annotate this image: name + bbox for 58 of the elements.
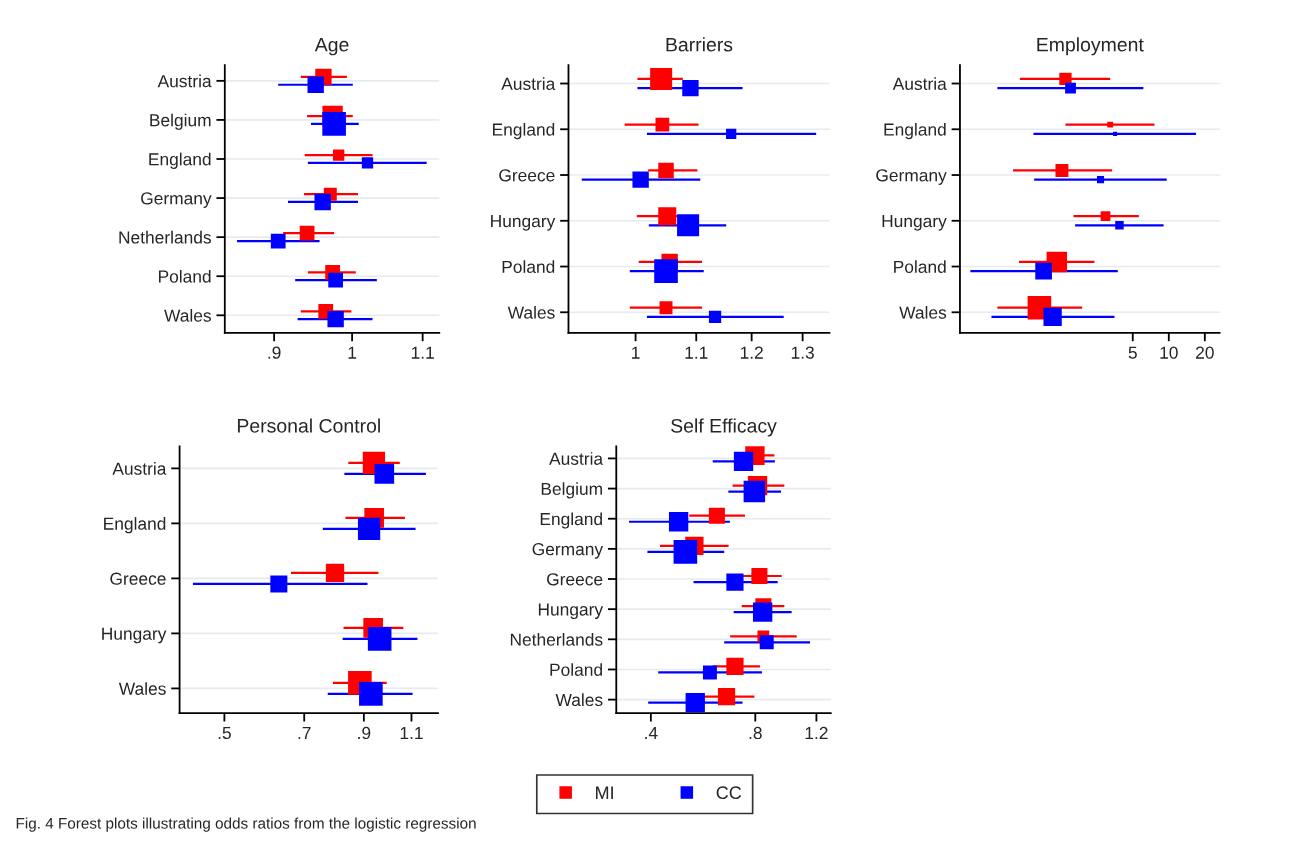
x-tick-label: 1.2 <box>805 726 828 739</box>
x-tick-label: 20 <box>1196 346 1214 359</box>
x-tick-label: .4 <box>645 727 658 739</box>
y-tick-label: Greece <box>110 572 166 585</box>
y-tick-label: Austria <box>501 77 556 90</box>
x-tick-label: 1.1 <box>685 346 708 359</box>
y-tick-label: Belgium <box>541 482 602 499</box>
y-tick-label: Belgium <box>150 113 211 130</box>
y-tick-label: Germany <box>141 192 212 208</box>
x-tick-label: .7 <box>298 727 311 739</box>
y-tick-label: Wales <box>899 305 947 319</box>
y-tick-label: Hungary <box>491 215 556 231</box>
chart-title: Employment <box>1037 37 1144 56</box>
y-tick-label: Wales <box>118 682 166 695</box>
y-tick-label: England <box>104 517 166 534</box>
y-tick-label: Hungary <box>882 215 947 231</box>
x-tick-label: .9 <box>268 346 281 359</box>
y-tick-label: Poland <box>158 269 211 283</box>
x-tick-label: 5 <box>1128 346 1137 359</box>
x-tick-label: .9 <box>358 726 371 740</box>
y-tick-label: Hungary <box>102 627 167 644</box>
y-tick-label: Hungary <box>538 603 604 620</box>
y-tick-label: England <box>884 122 946 140</box>
x-tick-label: .8 <box>749 726 762 740</box>
y-tick-label: Netherlands <box>510 633 603 646</box>
y-tick-label: Greece <box>547 573 603 586</box>
y-tick-label: England <box>149 152 211 169</box>
y-tick-label: Greece <box>499 169 555 182</box>
chart-title: Personal Control <box>237 418 380 433</box>
y-tick-label: Poland <box>894 260 946 273</box>
caption: Fig. 4 Forest plots illustrating odds ratios from the logistic regression <box>16 817 476 832</box>
y-tick-label: England <box>540 512 602 529</box>
x-tick-label: 10 <box>1160 346 1178 359</box>
x-tick-label: 1 <box>632 346 640 359</box>
x-tick-label: .5 <box>218 727 231 740</box>
y-tick-label: Germany <box>532 543 604 559</box>
chart-title: Barriers <box>666 37 733 52</box>
x-tick-label: 1 <box>348 346 357 359</box>
y-tick-label: Poland <box>550 663 602 676</box>
y-tick-label: Wales <box>555 693 603 707</box>
y-tick-label: Wales <box>507 305 555 319</box>
x-tick-label: 1.1 <box>411 346 434 359</box>
y-tick-label: Austria <box>157 74 212 88</box>
y-tick-label: Germany <box>876 169 947 185</box>
y-tick-label: Wales <box>164 309 211 322</box>
y-tick-label: Austria <box>892 77 947 90</box>
y-tick-label: England <box>493 122 555 140</box>
y-tick-label: Poland <box>502 260 555 273</box>
y-tick-label: Austria <box>112 462 167 475</box>
x-tick-label: 1.2 <box>740 346 763 359</box>
x-tick-label: 1.1 <box>400 727 423 739</box>
legend-label: CC <box>716 786 742 800</box>
legend-label: MI <box>596 786 613 799</box>
chart-title: Self Efficacy <box>671 418 777 437</box>
x-tick-label: 1.3 <box>791 346 814 359</box>
chart-title: Age <box>314 37 349 56</box>
y-tick-label: Netherlands <box>119 230 211 244</box>
y-tick-label: Austria <box>549 452 604 465</box>
